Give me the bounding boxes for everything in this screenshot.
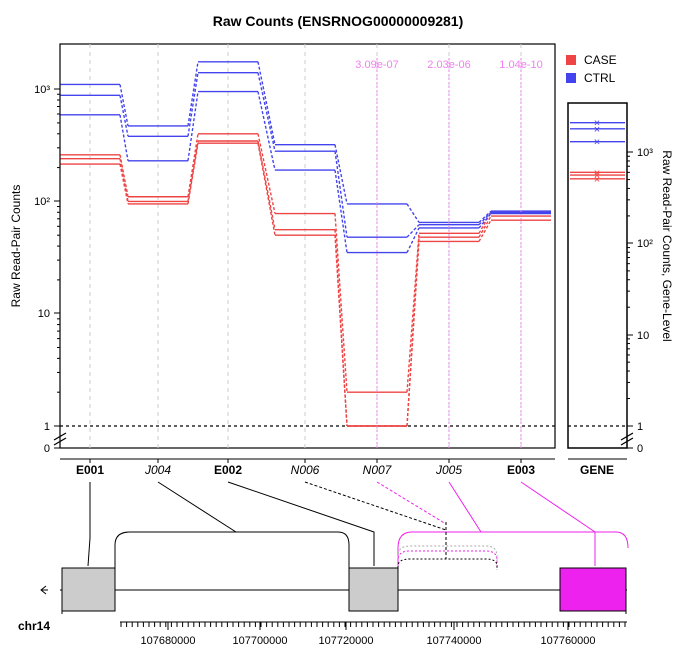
feature-label-j005: J005 (435, 463, 462, 477)
series-4-connector-0 (119, 95, 129, 137)
gene-level-x-4: × (594, 124, 600, 136)
novel-arc-n006 (397, 558, 498, 570)
legend: CASE CTRL (566, 53, 617, 85)
pvalue-label-1: 2.03e-06 (427, 59, 470, 71)
right-tick-label-3: 1 (637, 421, 643, 433)
gene-level-x-5: × (594, 137, 600, 149)
gene-level-marks: ×××××× (570, 118, 625, 186)
series-4-connector-5 (478, 211, 492, 226)
genomic-tick-label-3: 107740000 (426, 635, 481, 647)
right-tick-label-0: 10³ (637, 147, 653, 159)
series-2-connector-0 (119, 163, 129, 205)
axis-break-right (620, 432, 634, 446)
exon-bracket (61, 611, 627, 614)
gene-level-x-3: × (594, 118, 600, 130)
feature-label-e002: E002 (214, 463, 242, 477)
feature-label-j004: J004 (144, 463, 171, 477)
series-3-connector-1 (187, 61, 199, 127)
series-4-connector-4 (406, 224, 420, 238)
genomic-tick-label-0: 107680000 (140, 635, 195, 647)
legend-case-swatch (566, 55, 576, 65)
series-0-connector-1 (187, 133, 199, 197)
feature-label-e001: E001 (76, 463, 104, 477)
feature-guidelines (89, 44, 522, 448)
series-5-connector-1 (187, 91, 199, 161)
series-3-connector-3 (334, 144, 348, 205)
series-3-connector-2 (257, 61, 276, 145)
series-0-connector-0 (119, 154, 129, 197)
gene-column-label: GENE (580, 463, 614, 477)
series-5-connector-2 (257, 91, 276, 171)
pvalue-label-0: 3.09e-07 (355, 59, 398, 71)
series-5-connector-0 (119, 114, 129, 161)
gene-level-x-2: × (594, 174, 600, 186)
legend-case-label: CASE (584, 53, 617, 67)
gene-level-x-0: × (594, 167, 600, 179)
series-2-connector-1 (187, 143, 199, 205)
genomic-tick-label-1: 107700000 (232, 635, 287, 647)
feature-label-e003: E003 (507, 463, 535, 477)
series-4-connector-2 (257, 72, 276, 152)
legend-ctrl-swatch (566, 73, 576, 83)
right-tick-label-1: 10² (637, 238, 653, 250)
feature-labels: E001 J004 E002 N006 N007 J005 E003 (76, 459, 535, 477)
gene-model (40, 522, 629, 614)
chromosome-label: chr14 (18, 619, 50, 633)
series-4-connector-1 (187, 72, 199, 137)
left-tick-label-3: 1 (44, 421, 50, 433)
series-0-connector-2 (257, 133, 276, 214)
exon-e002 (348, 567, 399, 612)
series-4-connector-3 (334, 151, 348, 238)
exon-e003 (559, 567, 627, 612)
series-2-connector-5 (478, 219, 492, 242)
series-3-connector-0 (119, 84, 129, 127)
series-5-connector-3 (334, 169, 348, 253)
y-axis-label-right: Raw Read-Pair Counts, Gene-Level (660, 150, 674, 341)
series-lines (60, 61, 551, 427)
series-3-connector-4 (406, 203, 420, 223)
gene-level-x-1: × (594, 170, 600, 182)
junction-arc-j004 (114, 531, 350, 568)
legend-ctrl-label: CTRL (584, 71, 616, 85)
pvalue-label-2: 1.04e-10 (499, 59, 542, 71)
right-tick-label-2: 10 (637, 330, 649, 342)
gene-level-frame (567, 102, 628, 449)
left-tick-label-1: 10² (34, 196, 50, 208)
left-tick-label-4: 0 (44, 443, 50, 455)
series-2-connector-3 (334, 235, 348, 427)
feature-label-n006: N006 (291, 463, 320, 477)
exon-e001 (61, 567, 116, 612)
left-tick-label-0: 10³ (34, 84, 50, 96)
genomic-tick-label-2: 107720000 (318, 635, 373, 647)
series-5-connector-5 (478, 213, 492, 229)
feature-connectors (87, 481, 596, 567)
feature-label-n007: N007 (363, 463, 393, 477)
series-0-connector-4 (406, 233, 420, 393)
main-plot-frame (59, 43, 556, 449)
junction-arc-j005 (397, 531, 629, 568)
y-axis-label-left: Raw Read-Pair Counts (9, 185, 23, 308)
novel-arc-n007 (397, 550, 498, 566)
series-3-connector-5 (478, 210, 492, 223)
pvalue-labels: 3.09e-07 2.03e-06 1.04e-10 (355, 58, 543, 448)
chart-title: Raw Counts (ENSRNOG00000009281) (213, 13, 464, 29)
genomic-tick-label-4: 107760000 (540, 635, 595, 647)
genomic-position-axis: 107680000 107700000 107720000 107740000 1077… (120, 621, 627, 647)
right-tick-label-4: 0 (637, 443, 643, 455)
left-tick-label-2: 10 (38, 308, 50, 320)
series-2-connector-2 (257, 143, 276, 236)
axis-break-left (53, 432, 67, 446)
strand-arrow-icon (40, 585, 48, 595)
novel-arc-1 (397, 545, 498, 566)
series-2-connector-4 (406, 241, 420, 427)
series-5-connector-4 (406, 227, 420, 253)
series-1-connector-5 (478, 215, 492, 238)
